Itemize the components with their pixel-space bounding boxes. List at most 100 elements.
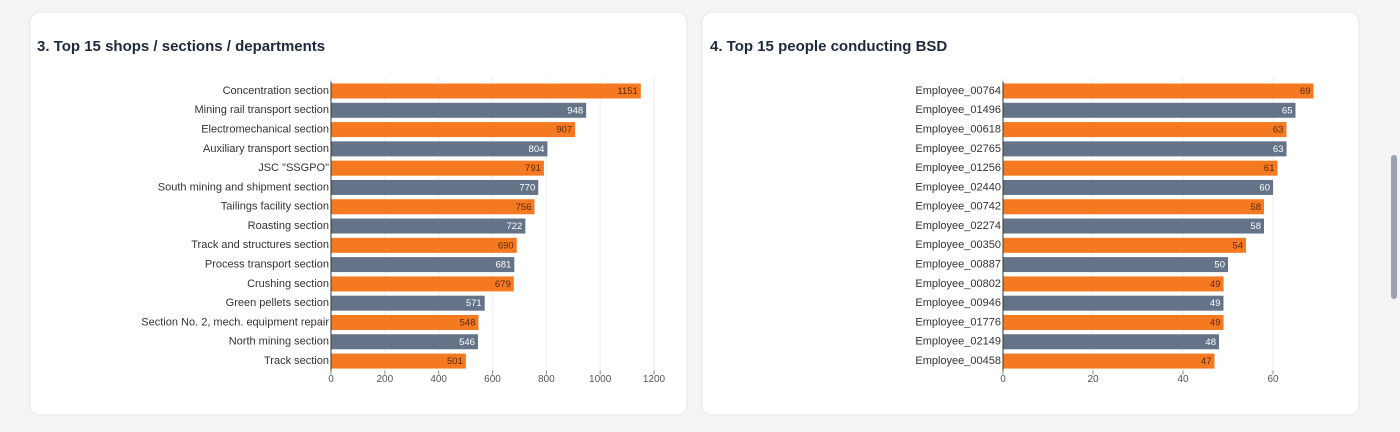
value-label: 65 bbox=[1282, 105, 1293, 116]
category-label: Track and structures section bbox=[191, 239, 329, 251]
bar bbox=[331, 122, 576, 138]
category-label: Tailings facility section bbox=[221, 201, 329, 213]
category-label: Roasting section bbox=[248, 220, 329, 232]
bar bbox=[331, 353, 466, 369]
category-label: Auxiliary transport section bbox=[203, 143, 329, 155]
category-label: Employee_02149 bbox=[915, 336, 1001, 348]
bar bbox=[331, 314, 479, 330]
category-label: Employee_00802 bbox=[915, 278, 1001, 290]
bar bbox=[331, 102, 587, 118]
category-label: Employee_02274 bbox=[915, 220, 1001, 232]
category-label: Green pellets section bbox=[226, 297, 329, 309]
value-label: 50 bbox=[1214, 260, 1225, 271]
bar bbox=[1003, 353, 1215, 369]
value-label: 47 bbox=[1201, 356, 1212, 367]
x-tick-label: 0 bbox=[1000, 374, 1006, 385]
x-tick-label: 400 bbox=[430, 374, 447, 385]
x-tick-label: 600 bbox=[484, 374, 501, 385]
value-label: 907 bbox=[556, 125, 572, 136]
bar bbox=[331, 237, 517, 253]
value-label: 61 bbox=[1264, 163, 1275, 174]
category-label: Employee_00618 bbox=[915, 123, 1001, 135]
category-label: North mining section bbox=[229, 336, 329, 348]
value-label: 48 bbox=[1205, 337, 1216, 348]
value-label: 49 bbox=[1210, 298, 1221, 309]
x-tick-label: 1200 bbox=[643, 374, 666, 385]
value-label: 1151 bbox=[617, 86, 637, 97]
bar bbox=[331, 83, 641, 99]
category-label: Crushing section bbox=[247, 278, 329, 290]
category-label: Employee_01256 bbox=[915, 162, 1001, 174]
value-label: 722 bbox=[506, 221, 522, 232]
bar bbox=[1003, 179, 1273, 195]
value-label: 546 bbox=[459, 337, 475, 348]
category-label: Employee_00742 bbox=[915, 201, 1001, 213]
value-label: 501 bbox=[447, 356, 463, 367]
category-label: Concentration section bbox=[223, 85, 329, 97]
x-tick-label: 1000 bbox=[589, 374, 612, 385]
bar bbox=[1003, 257, 1228, 273]
x-tick-label: 0 bbox=[328, 374, 334, 385]
bar bbox=[1003, 160, 1278, 176]
value-label: 681 bbox=[495, 260, 511, 271]
value-label: 571 bbox=[466, 298, 482, 309]
value-label: 49 bbox=[1210, 279, 1221, 290]
x-tick-label: 60 bbox=[1267, 374, 1279, 385]
category-label: Track section bbox=[264, 355, 329, 367]
category-label: Employee_00946 bbox=[915, 297, 1001, 309]
bar bbox=[1003, 276, 1224, 292]
bar bbox=[331, 179, 539, 195]
value-label: 804 bbox=[529, 144, 545, 155]
value-label: 63 bbox=[1273, 144, 1284, 155]
bar bbox=[331, 334, 478, 350]
bar bbox=[1003, 141, 1287, 157]
value-label: 58 bbox=[1250, 202, 1261, 213]
category-label: Employee_00764 bbox=[915, 85, 1001, 97]
value-label: 63 bbox=[1273, 125, 1284, 136]
value-label: 69 bbox=[1300, 86, 1311, 97]
value-label: 770 bbox=[519, 182, 535, 193]
bar bbox=[1003, 102, 1296, 118]
value-label: 58 bbox=[1250, 221, 1261, 232]
category-label: Process transport section bbox=[205, 259, 329, 271]
bar bbox=[331, 141, 548, 157]
bar bbox=[1003, 295, 1224, 311]
bar bbox=[1003, 314, 1224, 330]
value-label: 54 bbox=[1232, 240, 1243, 251]
category-label: South mining and shipment section bbox=[158, 181, 329, 193]
category-label: Employee_00350 bbox=[915, 239, 1001, 251]
bar bbox=[331, 257, 515, 273]
value-label: 548 bbox=[460, 317, 476, 328]
chart-title: 4. Top 15 people conducting BSD bbox=[710, 38, 947, 55]
category-label: Section No. 2, mech. equipment repair bbox=[141, 316, 329, 328]
value-label: 49 bbox=[1210, 317, 1221, 328]
bar bbox=[1003, 199, 1264, 215]
bar bbox=[331, 295, 485, 311]
x-tick-label: 40 bbox=[1177, 374, 1189, 385]
x-tick-label: 20 bbox=[1087, 374, 1099, 385]
x-tick-label: 800 bbox=[538, 374, 555, 385]
bar bbox=[331, 160, 544, 176]
scrollbar[interactable] bbox=[1391, 155, 1397, 299]
x-tick-label: 200 bbox=[376, 374, 393, 385]
category-label: Employee_02765 bbox=[915, 143, 1001, 155]
category-label: JSC "SSGPO" bbox=[258, 162, 329, 174]
category-label: Employee_01496 bbox=[915, 104, 1001, 116]
value-label: 690 bbox=[498, 240, 514, 251]
value-label: 756 bbox=[516, 202, 532, 213]
bar bbox=[1003, 237, 1246, 253]
category-label: Employee_00458 bbox=[915, 355, 1001, 367]
chart-title: 3. Top 15 shops / sections / departments bbox=[37, 38, 325, 55]
bar bbox=[331, 218, 526, 234]
value-label: 791 bbox=[525, 163, 541, 174]
bar bbox=[331, 276, 514, 292]
category-label: Employee_00887 bbox=[915, 259, 1001, 271]
bar bbox=[331, 199, 535, 215]
value-label: 60 bbox=[1259, 182, 1270, 193]
category-label: Mining rail transport section bbox=[194, 104, 329, 116]
bar bbox=[1003, 334, 1219, 350]
value-label: 948 bbox=[567, 105, 583, 116]
bar bbox=[1003, 218, 1264, 234]
bar bbox=[1003, 122, 1287, 138]
